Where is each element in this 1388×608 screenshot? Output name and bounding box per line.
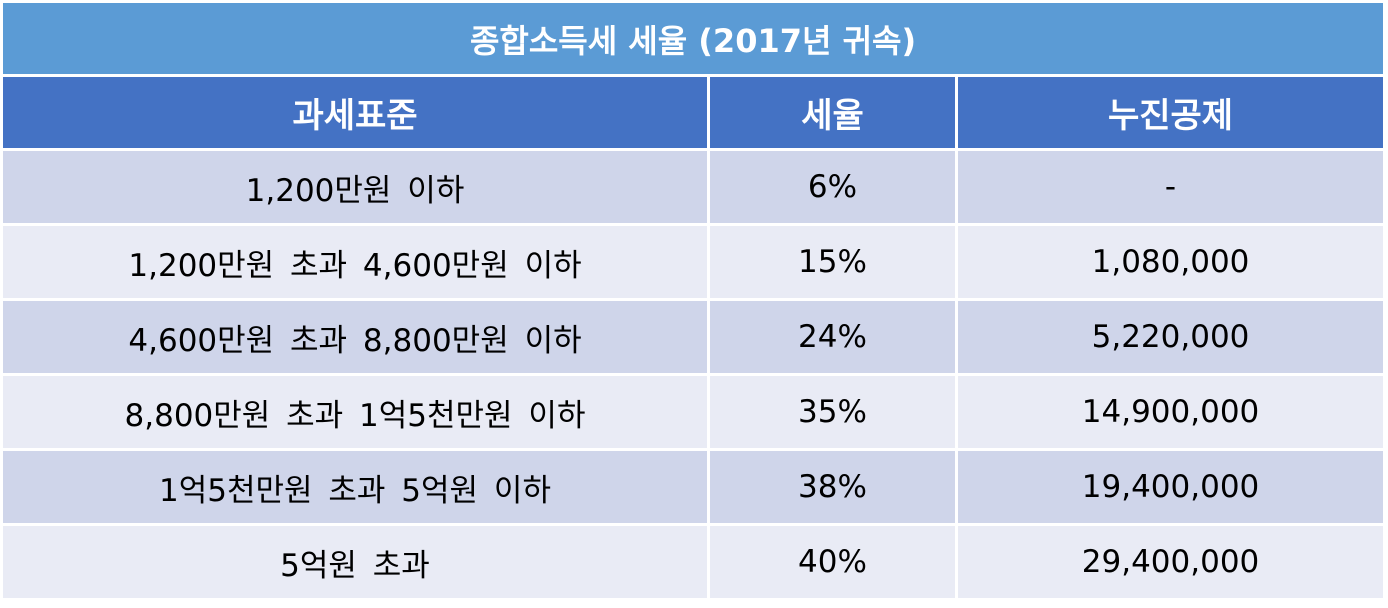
tax-rate-table: 종합소득세 세율 (2017년 귀속) 과세표준 세율 누진공제 1,200만원… xyxy=(3,3,1384,601)
deduction-cell: 5,220,000 xyxy=(958,301,1384,376)
deduction-cell: 1,080,000 xyxy=(958,226,1384,301)
tax-base-cell: 8,800만원 초과 1억5천만원 이하 xyxy=(3,376,710,451)
deduction-cell: 19,400,000 xyxy=(958,451,1384,526)
tax-rate-cell: 6% xyxy=(710,151,958,226)
table-row: 1,200만원 이하 6% - xyxy=(3,151,1384,226)
tax-rate-cell: 35% xyxy=(710,376,958,451)
tax-rate-cell: 38% xyxy=(710,451,958,526)
tax-base-cell: 1,200만원 이하 xyxy=(3,151,710,226)
title-row: 종합소득세 세율 (2017년 귀속) xyxy=(3,3,1384,77)
tax-base-cell: 1,200만원 초과 4,600만원 이하 xyxy=(3,226,710,301)
deduction-cell: - xyxy=(958,151,1384,226)
table-row: 1,200만원 초과 4,600만원 이하 15% 1,080,000 xyxy=(3,226,1384,301)
header-progressive-deduction: 누진공제 xyxy=(958,77,1384,151)
deduction-cell: 14,900,000 xyxy=(958,376,1384,451)
tax-base-cell: 5억원 초과 xyxy=(3,526,710,601)
deduction-cell: 29,400,000 xyxy=(958,526,1384,601)
tax-rate-cell: 40% xyxy=(710,526,958,601)
header-tax-rate: 세율 xyxy=(710,77,958,151)
table-row: 5억원 초과 40% 29,400,000 xyxy=(3,526,1384,601)
tax-base-cell: 1억5천만원 초과 5억원 이하 xyxy=(3,451,710,526)
table-row: 8,800만원 초과 1억5천만원 이하 35% 14,900,000 xyxy=(3,376,1384,451)
tax-rate-cell: 24% xyxy=(710,301,958,376)
tax-base-cell: 4,600만원 초과 8,800만원 이하 xyxy=(3,301,710,376)
table-row: 1억5천만원 초과 5억원 이하 38% 19,400,000 xyxy=(3,451,1384,526)
header-row: 과세표준 세율 누진공제 xyxy=(3,77,1384,151)
table-row: 4,600만원 초과 8,800만원 이하 24% 5,220,000 xyxy=(3,301,1384,376)
header-tax-base: 과세표준 xyxy=(3,77,710,151)
tax-rate-cell: 15% xyxy=(710,226,958,301)
table-title: 종합소득세 세율 (2017년 귀속) xyxy=(3,3,1384,77)
